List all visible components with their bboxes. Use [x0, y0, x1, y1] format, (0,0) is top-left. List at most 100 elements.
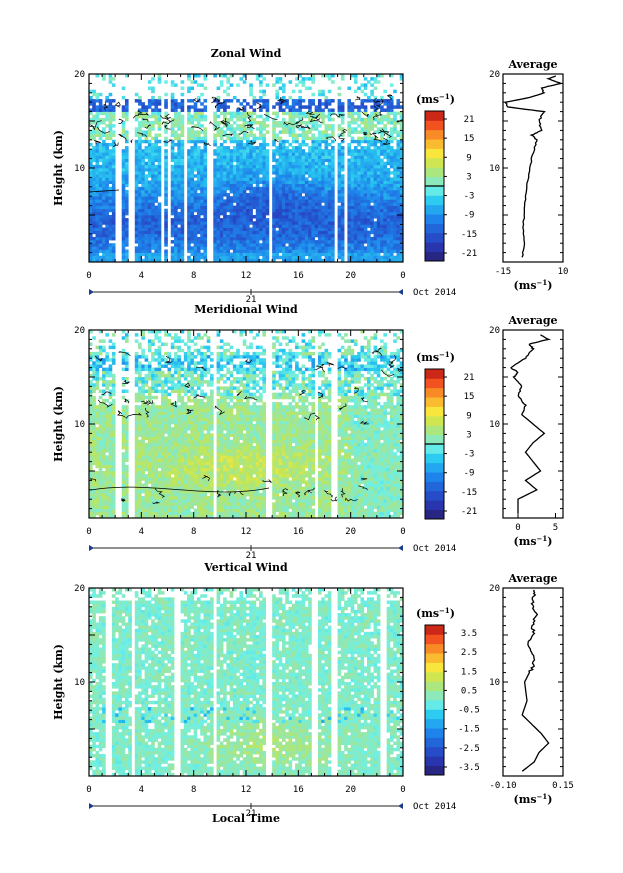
- heatmap-cell: [373, 95, 378, 100]
- heatmap-cell: [301, 249, 306, 253]
- heatmap-cell: [111, 152, 116, 156]
- heatmap-cell: [357, 208, 361, 213]
- heatmap-cell: [134, 249, 139, 253]
- heatmap-cell: [321, 117, 325, 122]
- heatmap-cell: [121, 161, 126, 166]
- heatmap-cell: [111, 408, 116, 412]
- heatmap-cell: [108, 433, 113, 437]
- heatmap-cell: [229, 136, 234, 141]
- heatmap-cell: [337, 236, 342, 241]
- heatmap-cell: [141, 243, 145, 247]
- heatmap-cell: [236, 196, 240, 200]
- heatmap-cell: [170, 174, 175, 178]
- heatmap-cell: [278, 142, 283, 147]
- heatmap-cell: [347, 102, 352, 106]
- heatmap-cell: [170, 152, 175, 156]
- heatmap-cell: [311, 199, 316, 203]
- heatmap-cell: [324, 102, 329, 106]
- heatmap-cell: [111, 168, 116, 172]
- heatmap-cell: [134, 202, 139, 206]
- heatmap-cell: [278, 124, 283, 128]
- heatmap-cell: [396, 164, 401, 169]
- heatmap-cell: [219, 133, 224, 138]
- heatmap-cell: [262, 142, 266, 147]
- heatmap-cell: [367, 152, 371, 156]
- heatmap-cell: [89, 121, 93, 125]
- heatmap-cell: [193, 111, 198, 116]
- heatmap-cell: [255, 224, 260, 228]
- heatmap-cell: [249, 202, 253, 206]
- heatmap-cell: [393, 158, 397, 163]
- heatmap-cell: [311, 92, 316, 97]
- heatmap-cell: [105, 461, 109, 466]
- heatmap-cell: [298, 221, 302, 225]
- heatmap-cell: [239, 127, 244, 131]
- heatmap-cell: [265, 233, 270, 238]
- heatmap-cell: [229, 155, 234, 159]
- heatmap-cell: [308, 199, 312, 203]
- heatmap-cell: [196, 152, 201, 156]
- heatmap-cell: [108, 467, 113, 472]
- heatmap-cell: [124, 177, 129, 181]
- heatmap-cell: [281, 224, 286, 228]
- heatmap-cell: [216, 86, 221, 91]
- heatmap-cell: [102, 502, 106, 506]
- contour-line: [309, 118, 323, 124]
- heatmap-cell: [151, 186, 155, 191]
- heatmap-cell: [89, 452, 93, 456]
- heatmap-cell: [95, 427, 100, 431]
- heatmap-cell: [285, 221, 289, 225]
- heatmap-cell: [376, 211, 381, 216]
- heatmap-cell: [92, 474, 96, 478]
- heatmap-cell: [147, 215, 152, 219]
- heatmap-cell: [278, 230, 283, 235]
- heatmap-cell: [124, 180, 129, 185]
- heatmap-cell: [373, 252, 378, 257]
- heatmap-cell: [138, 168, 142, 172]
- heatmap-cell: [193, 164, 198, 169]
- heatmap-cell: [367, 177, 371, 181]
- heatmap-cell: [134, 489, 139, 494]
- heatmap-cell: [151, 155, 155, 159]
- heatmap-cell: [321, 246, 325, 250]
- heatmap-cell: [239, 218, 244, 222]
- heatmap-cell: [383, 102, 387, 106]
- heatmap-cell: [89, 445, 93, 450]
- heatmap-cell: [380, 168, 384, 172]
- heatmap-cell: [177, 215, 181, 219]
- heatmap-cell: [223, 152, 227, 156]
- heatmap-cell: [311, 133, 316, 138]
- heatmap-cell: [380, 196, 384, 200]
- heatmap-cell: [203, 240, 208, 244]
- heatmap-cell: [357, 236, 361, 241]
- heatmap-cell: [340, 249, 345, 253]
- heatmap-cell: [314, 199, 319, 203]
- heatmap-cell: [389, 221, 394, 225]
- heatmap-cell: [144, 164, 149, 169]
- heatmap-cell: [141, 155, 145, 159]
- heatmap-cell: [376, 236, 381, 241]
- heatmap-cell: [134, 189, 139, 194]
- heatmap-cell: [314, 177, 319, 181]
- heatmap-cell: [311, 236, 316, 241]
- heatmap-cell: [304, 258, 309, 262]
- heatmap-cell: [370, 177, 374, 181]
- heatmap-cell: [353, 161, 358, 166]
- heatmap-cell: [399, 186, 403, 191]
- heatmap-cell: [295, 202, 299, 206]
- heatmap-cell: [340, 186, 345, 191]
- heatmap-cell: [340, 146, 345, 150]
- heatmap-cell: [255, 211, 260, 216]
- heatmap-cell: [236, 161, 240, 166]
- heatmap-cell: [138, 373, 142, 378]
- heatmap-cell: [386, 158, 391, 163]
- heatmap-cell: [102, 174, 106, 178]
- heatmap-cell: [357, 177, 361, 181]
- heatmap-cell: [262, 168, 266, 172]
- heatmap-cell: [108, 430, 113, 434]
- heatmap-cell: [337, 171, 342, 175]
- heatmap-cell: [373, 205, 378, 210]
- heatmap-cell: [239, 117, 244, 122]
- heatmap-cell: [177, 240, 181, 244]
- heatmap-cell: [389, 255, 394, 260]
